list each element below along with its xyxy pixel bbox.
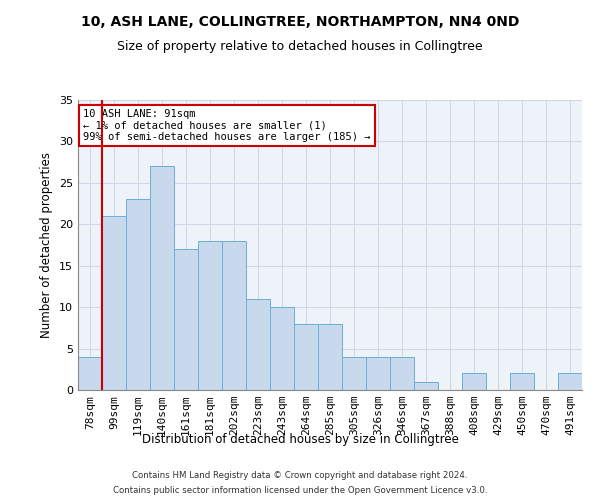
Text: Distribution of detached houses by size in Collingtree: Distribution of detached houses by size … — [142, 432, 458, 446]
Bar — [198, 241, 222, 390]
Text: 10 ASH LANE: 91sqm
← 1% of detached houses are smaller (1)
99% of semi-detached : 10 ASH LANE: 91sqm ← 1% of detached hous… — [83, 108, 371, 142]
Text: Contains public sector information licensed under the Open Government Licence v3: Contains public sector information licen… — [113, 486, 487, 495]
Bar — [414, 382, 438, 390]
Bar — [342, 357, 366, 390]
Bar — [510, 374, 534, 390]
Bar — [126, 200, 150, 390]
Bar — [246, 299, 270, 390]
Text: Contains HM Land Registry data © Crown copyright and database right 2024.: Contains HM Land Registry data © Crown c… — [132, 471, 468, 480]
Bar — [174, 249, 198, 390]
Bar — [390, 357, 414, 390]
Y-axis label: Number of detached properties: Number of detached properties — [40, 152, 53, 338]
Bar — [558, 374, 582, 390]
Bar — [294, 324, 318, 390]
Bar — [366, 357, 390, 390]
Text: Size of property relative to detached houses in Collingtree: Size of property relative to detached ho… — [117, 40, 483, 53]
Bar — [78, 357, 102, 390]
Bar — [462, 374, 486, 390]
Bar — [222, 241, 246, 390]
Bar — [318, 324, 342, 390]
Bar — [270, 307, 294, 390]
Text: 10, ASH LANE, COLLINGTREE, NORTHAMPTON, NN4 0ND: 10, ASH LANE, COLLINGTREE, NORTHAMPTON, … — [81, 15, 519, 29]
Bar — [150, 166, 174, 390]
Bar — [102, 216, 126, 390]
